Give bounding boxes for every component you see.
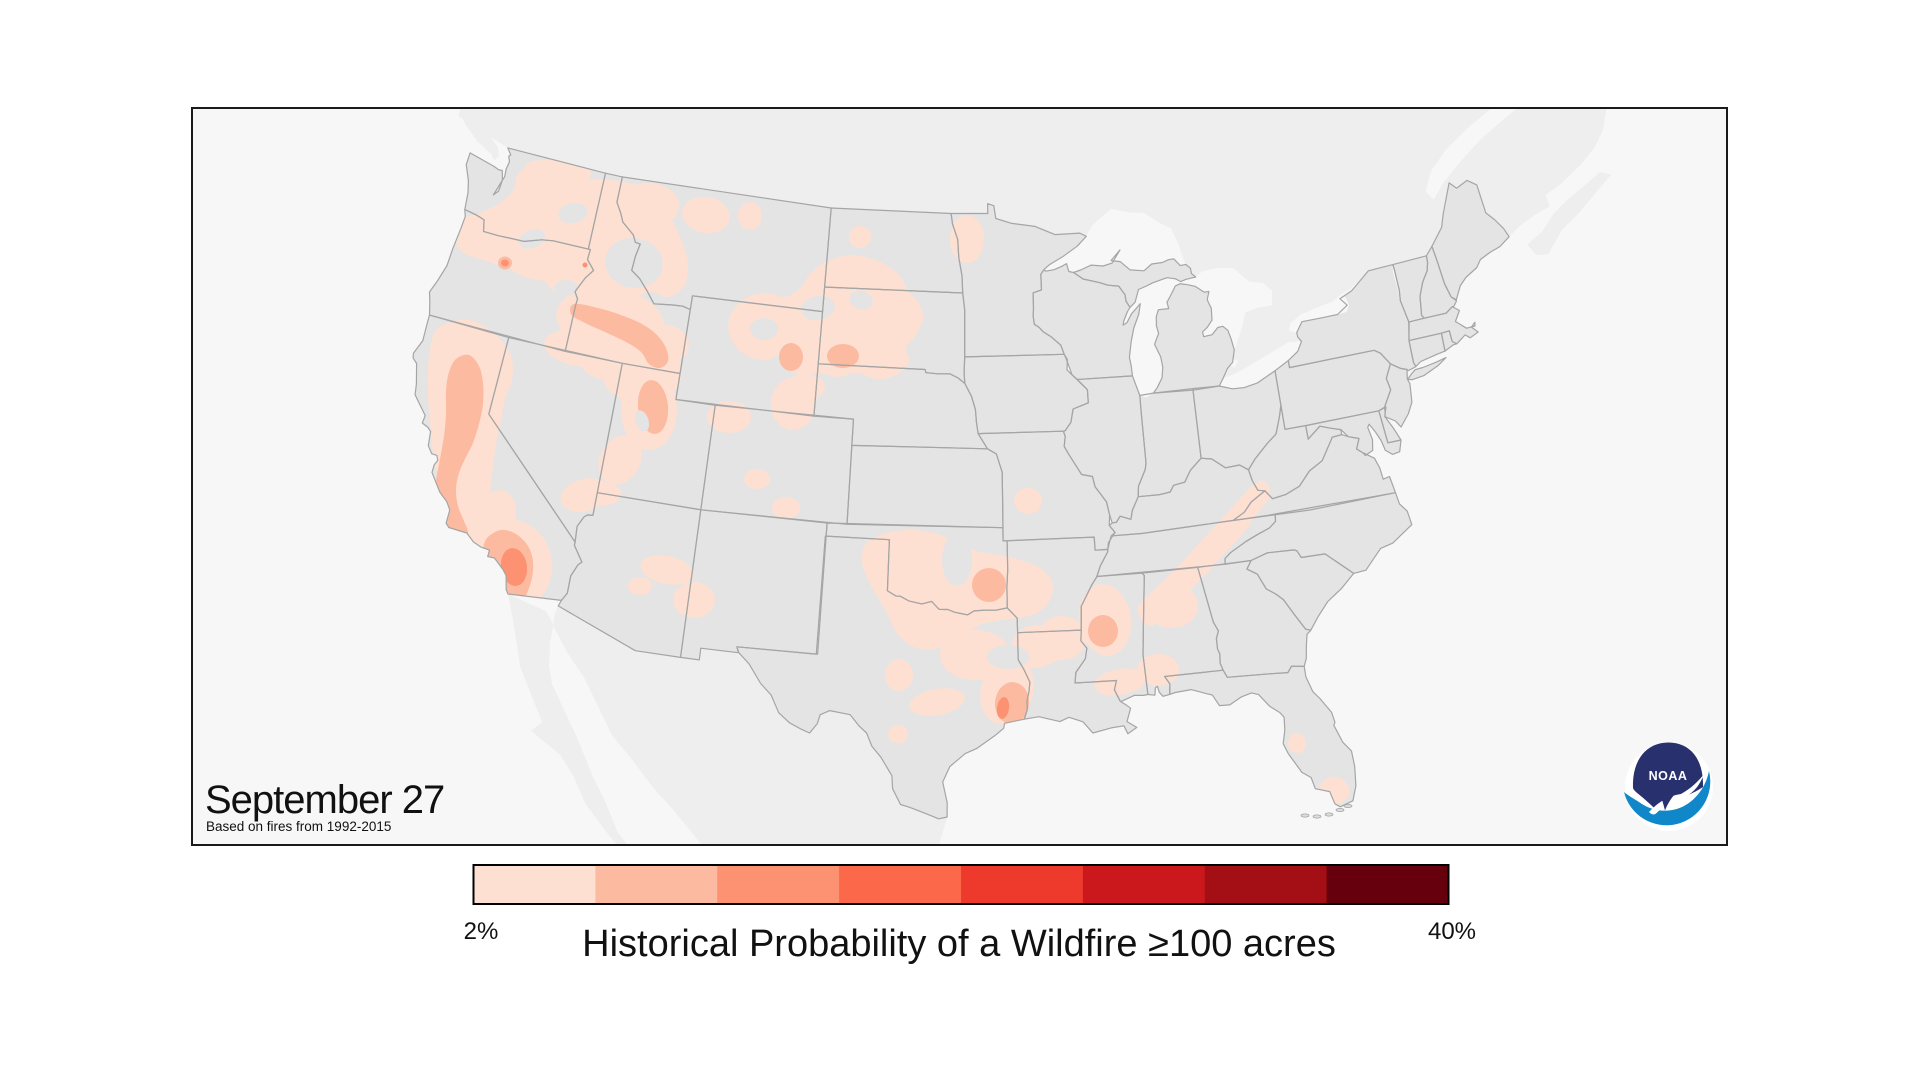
svg-text:Historical Probability of a Wi: Historical Probability of a Wildfire ≥10… — [582, 923, 1336, 965]
svg-text:40%: 40% — [1428, 918, 1476, 945]
svg-text:NOAA: NOAA — [1649, 769, 1688, 783]
svg-text:Based on fires from 1992-2015: Based on fires from 1992-2015 — [206, 819, 391, 834]
svg-text:2%: 2% — [464, 918, 499, 945]
svg-text:September 27: September 27 — [205, 778, 444, 822]
